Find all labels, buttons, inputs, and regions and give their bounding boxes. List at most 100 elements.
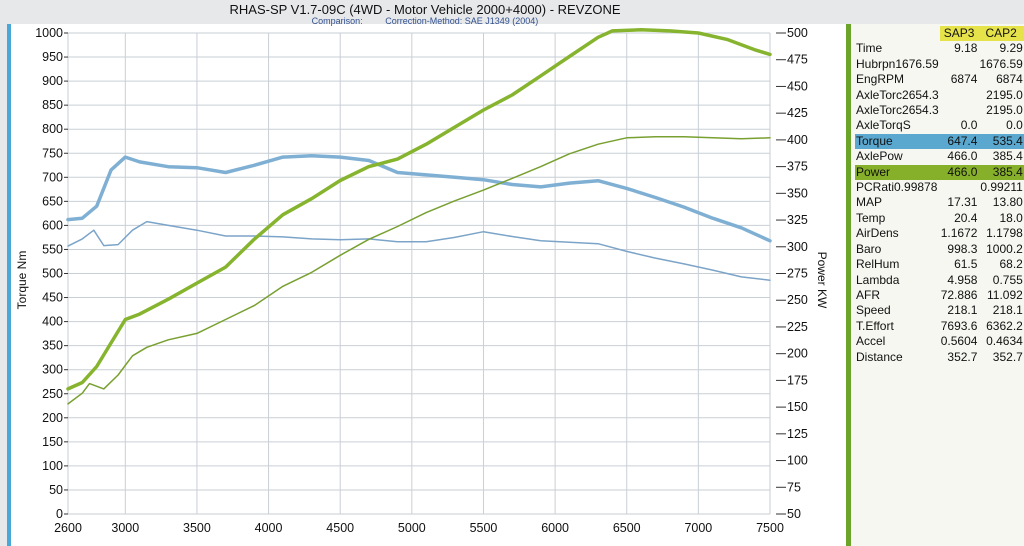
grid <box>67 32 771 515</box>
y2-tick-label: 475 <box>787 53 808 67</box>
x-tick-label: 5500 <box>470 521 498 535</box>
readout-value-cap2: 2195.0 <box>986 87 1023 102</box>
readout-value-cap2: 0.0 <box>1006 118 1023 133</box>
y2-tick-label: 375 <box>787 160 808 174</box>
readout-value-sap3: 647.4 <box>939 133 979 150</box>
readout-label: AxleTorqS <box>856 118 911 133</box>
readout-label: PCRati0.99878 <box>856 180 938 195</box>
column-header-cap2[interactable]: CAP2 <box>978 26 1024 42</box>
readout-row: RelHum 61.5 68.2 <box>855 257 1024 272</box>
y-tick-label: 900 <box>42 74 63 88</box>
x-tick-label: 3000 <box>111 521 139 535</box>
readout-label: MAP <box>856 195 883 210</box>
y2-tick-label: 225 <box>787 320 808 334</box>
series-group <box>66 28 772 405</box>
readout-value-cap2: 218.1 <box>992 303 1023 318</box>
readout-row: Hubrpn1676.59 1676.59 <box>855 57 1024 72</box>
readout-label: AxlePow <box>856 149 903 164</box>
readout-value-cap2: 0.99211 <box>980 180 1023 195</box>
x-tick-label: 5000 <box>398 521 426 535</box>
y2-axis-label: Power KW <box>815 252 829 309</box>
readout-value-cap2: 13.80 <box>992 195 1023 210</box>
y-tick-label: 1000 <box>35 26 63 40</box>
readout-value-cap2: 0.4634 <box>986 334 1023 349</box>
readout-label: Accel <box>856 334 886 349</box>
y-tick-label: 150 <box>42 435 63 449</box>
y-tick-label: 650 <box>42 194 63 208</box>
x-tick-label: 4000 <box>255 521 283 535</box>
y2-tick-label: 300 <box>787 240 808 254</box>
readout-label: T.Effort <box>856 318 894 333</box>
y2-tick-label: 125 <box>787 427 808 441</box>
y-tick-label: 350 <box>42 339 63 353</box>
x-tick-label: 7500 <box>756 521 784 535</box>
y-tick-label: 250 <box>42 387 63 401</box>
y-tick-label: 500 <box>42 267 63 281</box>
tick-labels: 0 50 100 150 200 250 300 350 400 450 500 550 600 650 7… <box>35 26 808 535</box>
readout-header-row: SAP3 CAP2 <box>855 26 1024 42</box>
x-tick-label: 6000 <box>541 521 569 535</box>
readout-value-sap3: 61.5 <box>954 257 978 272</box>
power-line-sap3 <box>66 28 772 391</box>
readout-value-sap3: 998.3 <box>947 241 978 256</box>
y-tick-label: 100 <box>42 459 63 473</box>
readout-row: AxleTorqS 0.0 0.0 <box>855 118 1024 133</box>
readout-value-cap2: 1676.59 <box>979 56 1023 71</box>
chart-subtitle: Comparison: Correction-Method: SAE J1349… <box>0 16 850 26</box>
readout-value-cap2: 385.4 <box>992 149 1023 164</box>
readout-label: Temp <box>856 210 886 225</box>
readout-value-sap3 <box>940 88 979 103</box>
readout-label: Hubrpn1676.59 <box>856 56 939 71</box>
readout-row: Speed 218.1 218.1 <box>855 303 1024 318</box>
y2-tick-label: 75 <box>787 480 801 494</box>
readout-value-cap2: 0.755 <box>992 272 1023 287</box>
x-tick-label: 3500 <box>183 521 211 535</box>
readout-value-sap3: 6874 <box>950 72 978 87</box>
readout-row: T.Effort 7693.6 6362.2 <box>855 319 1024 334</box>
readout-value-sap3: 0.5604 <box>940 334 978 349</box>
readout-value-sap3: 466.0 <box>947 149 978 164</box>
readout-label: Speed <box>856 303 891 318</box>
readout-table: SAP3 CAP2 Time 9.18 9.29 Hubrpn1676.59 1676.… <box>855 26 1024 365</box>
readout-row: AxleTorc2654.3 2195.0 <box>855 88 1024 103</box>
dyno-chart: 0 50 100 150 200 250 300 350 400 450 500 550 600 650 7… <box>7 24 846 546</box>
y-tick-label: 400 <box>42 315 63 329</box>
readout-label: Time <box>856 41 883 56</box>
y2-tick-label: 100 <box>787 454 808 468</box>
x-tick-label: 6500 <box>613 521 641 535</box>
column-header-sap3[interactable]: SAP3 <box>939 26 979 42</box>
readout-label: AxleTorc2654.3 <box>856 87 939 102</box>
y2-tick-label: 150 <box>787 400 808 414</box>
y-tick-label: 0 <box>56 507 63 521</box>
readout-value-cap2: 68.2 <box>999 257 1023 272</box>
readout-label: AirDens <box>856 226 899 241</box>
readout-row: Accel 0.5604 0.4634 <box>855 334 1024 349</box>
readout-value-sap3: 0.0 <box>960 118 978 133</box>
x-tick-label: 2600 <box>54 521 82 535</box>
readout-value-cap2: 18.0 <box>999 210 1023 225</box>
readout-value-sap3: 218.1 <box>947 303 978 318</box>
readout-row: Temp 20.4 18.0 <box>855 211 1024 226</box>
y2-tick-label: 325 <box>787 213 808 227</box>
y2-tick-label: 175 <box>787 373 808 387</box>
readout-label: AxleTorc2654.3 <box>856 103 939 118</box>
power-line-cap2 <box>67 135 771 405</box>
y-tick-label: 950 <box>42 50 63 64</box>
window-title: RHAS-SP V1.7-09C (4WD - Motor Vehicle 20… <box>229 2 621 17</box>
y2-tick-label: 200 <box>787 347 808 361</box>
readout-value-sap3: 4.958 <box>947 272 978 287</box>
readout-label: Baro <box>856 241 882 256</box>
readout-value-cap2: 2195.0 <box>986 103 1023 118</box>
y-tick-label: 800 <box>42 122 63 136</box>
y2-tick-label: 350 <box>787 186 808 200</box>
readout-value-cap2: 352.7 <box>992 349 1023 364</box>
readout-value-sap3: 7693.6 <box>940 318 978 333</box>
y2-tick-label: 275 <box>787 267 808 281</box>
y2-tick-label: 250 <box>787 293 808 307</box>
y-tick-label: 750 <box>42 146 63 160</box>
y-tick-label: 50 <box>49 483 63 497</box>
readout-row: Time 9.18 9.29 <box>855 41 1024 56</box>
readout-row: Power 466.0 385.4 <box>855 164 1024 181</box>
torque-line-sap3 <box>66 153 772 243</box>
x-tick-label: 4500 <box>326 521 354 535</box>
